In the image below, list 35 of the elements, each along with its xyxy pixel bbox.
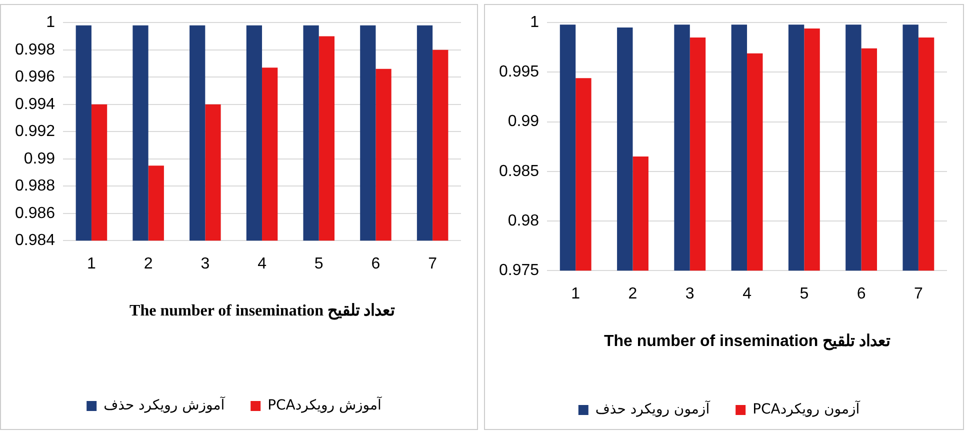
y-tick-label: 0.99 xyxy=(24,150,56,168)
x-tick-label: 5 xyxy=(800,286,809,303)
y-tick-label: 0.984 xyxy=(14,232,56,250)
y-tick-label: 0.988 xyxy=(14,178,56,195)
x-tick-label: 1 xyxy=(571,286,580,303)
y-tick-label: 0.985 xyxy=(498,162,540,180)
legend-label: آموزش رویکرد حذف xyxy=(104,396,226,414)
x-tick-label: 5 xyxy=(314,256,324,273)
y-tick-label: 1 xyxy=(530,14,540,32)
y-tick-label: 0.995 xyxy=(498,64,540,81)
y-tick-label: 0.99 xyxy=(508,113,540,130)
y-tick-label: 0.975 xyxy=(498,262,540,280)
x-tick-label: 2 xyxy=(628,286,638,303)
y-tick-label: 0.998 xyxy=(14,41,56,58)
legend-label: PCAآموزش رویکرد xyxy=(268,396,383,414)
x-tick-label: 4 xyxy=(742,286,752,303)
y-tick-label: 0.994 xyxy=(14,96,56,113)
x-axis-title: The number of insemination تعداد تلقیح xyxy=(604,332,892,351)
x-tick-label: 6 xyxy=(371,256,380,273)
x-tick-label: 1 xyxy=(87,256,96,273)
legend-label: آزمون رویکرد حذف xyxy=(595,400,711,418)
legend-label: PCAآزمون رویکرد xyxy=(752,400,861,418)
x-tick-label: 3 xyxy=(685,286,694,303)
y-tick-label: 0.986 xyxy=(14,204,56,222)
x-tick-label: 6 xyxy=(856,286,866,303)
x-tick-label: 3 xyxy=(200,256,210,273)
x-tick-label: 2 xyxy=(144,256,153,273)
x-axis-title: The number of insemination تعداد تلقیح xyxy=(130,302,396,321)
y-tick-label: 0.98 xyxy=(508,212,540,230)
x-tick-label: 7 xyxy=(428,256,438,273)
x-tick-label: 4 xyxy=(258,256,267,273)
y-tick-label: 0.996 xyxy=(14,68,56,86)
y-tick-label: 1 xyxy=(46,14,56,32)
y-tick-label: 0.992 xyxy=(14,123,56,140)
x-tick-label: 7 xyxy=(914,286,923,303)
